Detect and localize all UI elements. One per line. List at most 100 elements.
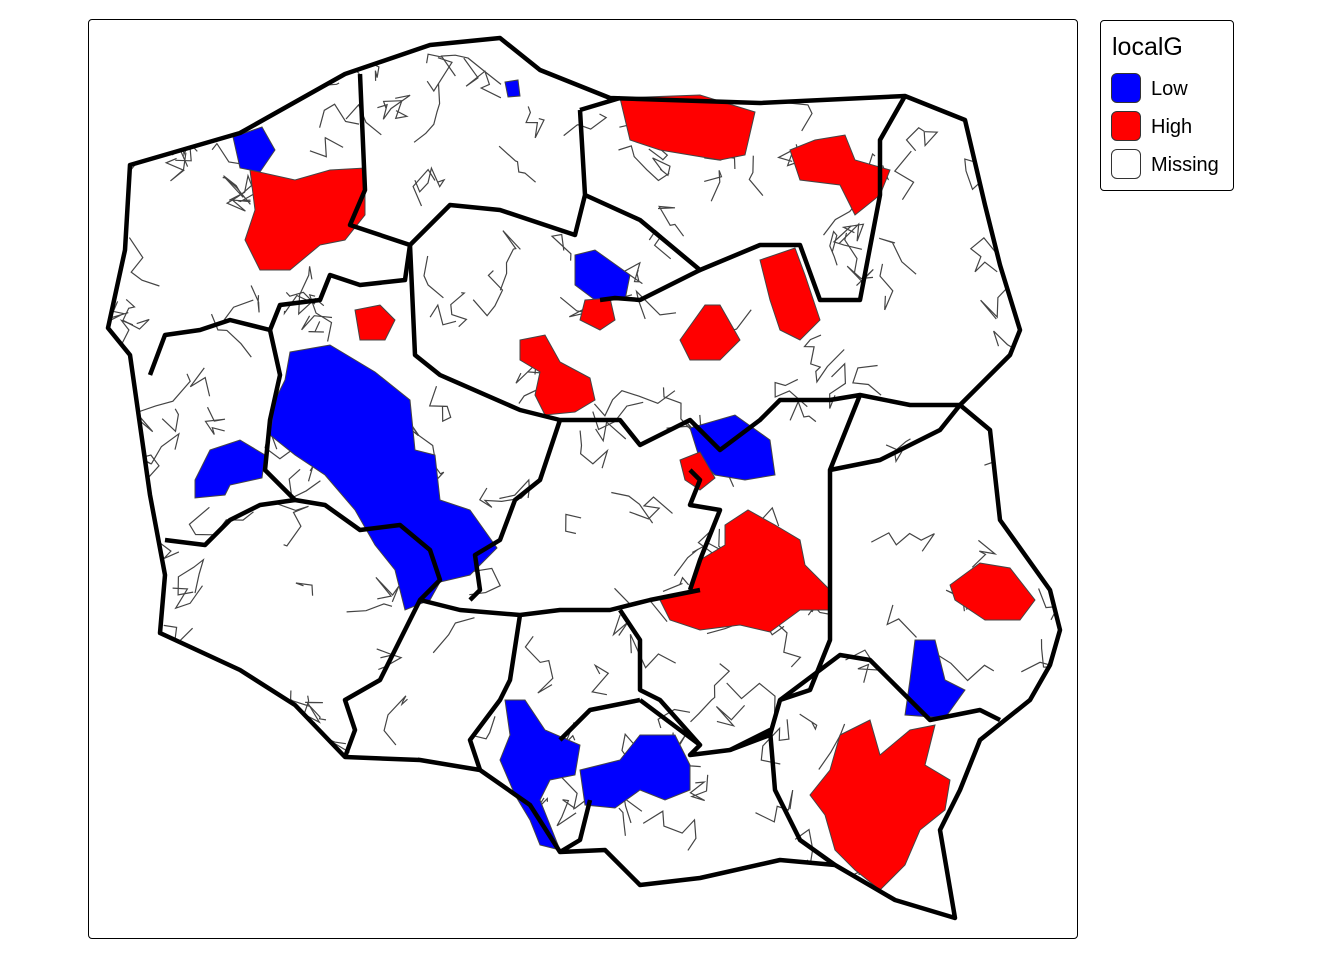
district-line <box>524 635 554 694</box>
district-line <box>161 746 196 779</box>
legend: localG Low High Missing <box>1100 20 1234 191</box>
district-line <box>1016 461 1034 493</box>
district-line <box>763 900 784 918</box>
district-line <box>550 233 572 261</box>
district-line <box>157 795 177 836</box>
district-line <box>611 491 654 524</box>
district-line <box>996 486 1028 525</box>
district-line <box>295 582 314 596</box>
district-line <box>125 709 163 734</box>
district-line <box>450 292 468 328</box>
district-line <box>993 173 1003 187</box>
district-line <box>205 712 236 735</box>
district-line <box>166 785 191 831</box>
low-cluster-northwest-coast <box>232 126 276 173</box>
district-line <box>428 386 452 423</box>
district-line <box>563 113 608 137</box>
low-cluster-lublin-south <box>904 639 966 719</box>
district-line <box>618 145 670 182</box>
high-cluster-elk <box>789 134 891 216</box>
district-line <box>837 898 873 918</box>
district-line <box>829 362 847 409</box>
district-line <box>463 57 502 99</box>
district-line <box>1006 469 1050 479</box>
high-cluster-pila <box>354 304 396 341</box>
district-line <box>210 819 235 839</box>
district-line <box>957 83 1010 116</box>
district-line <box>423 255 444 299</box>
district-line <box>844 232 858 273</box>
district-line <box>383 695 408 746</box>
district-line <box>277 503 309 547</box>
district-line <box>305 865 338 899</box>
district-line <box>288 837 306 889</box>
district-line <box>1000 100 1031 120</box>
low-cluster-gdansk <box>504 79 521 98</box>
district-line <box>556 797 590 827</box>
low-cluster-krakow <box>579 734 691 809</box>
district-line <box>499 478 530 500</box>
district-line <box>268 814 292 835</box>
low-clusters <box>194 79 966 851</box>
district-line <box>498 145 536 183</box>
district-line <box>642 810 697 851</box>
district-line <box>774 378 808 408</box>
district-line <box>591 663 610 696</box>
district-line <box>565 513 582 535</box>
district-line <box>366 904 387 918</box>
district-line <box>954 912 988 918</box>
district-line <box>382 100 409 120</box>
legend-swatch-low <box>1111 73 1141 103</box>
district-line <box>440 54 502 85</box>
district-line <box>189 367 211 397</box>
high-cluster-szczecin-koszalin <box>244 167 366 271</box>
legend-label-missing: Missing <box>1151 154 1219 176</box>
district-line <box>426 57 453 93</box>
district-line <box>287 857 305 902</box>
district-line <box>971 539 998 568</box>
district-line <box>122 298 150 330</box>
district-line <box>981 877 994 893</box>
district-line <box>108 652 130 698</box>
district-line <box>832 225 863 250</box>
district-line <box>218 720 252 747</box>
district-line <box>969 237 1001 273</box>
district-line <box>472 270 504 317</box>
district-line <box>289 690 327 721</box>
district-line <box>871 532 935 552</box>
district-line <box>821 38 846 63</box>
district-line <box>707 879 725 896</box>
district-line <box>978 95 1023 149</box>
district-line <box>204 406 226 435</box>
district-line <box>201 60 254 85</box>
district-line <box>135 373 191 433</box>
district-line <box>177 558 205 596</box>
district-line <box>1040 168 1060 198</box>
district-line <box>652 157 671 177</box>
district-line <box>222 175 251 205</box>
district-line <box>128 237 160 287</box>
district-line <box>478 485 534 508</box>
district-line <box>259 68 287 91</box>
district-line <box>414 166 446 193</box>
district-line <box>818 723 846 770</box>
district-line <box>1021 639 1057 673</box>
district-line <box>815 349 845 384</box>
low-cluster-poznan-west <box>269 344 498 611</box>
district-line <box>799 713 818 731</box>
district-line <box>309 136 344 158</box>
district-line <box>413 83 441 143</box>
district-line <box>163 624 194 649</box>
district-line <box>525 106 545 139</box>
district-line <box>161 408 180 433</box>
district-line <box>183 803 215 822</box>
district-line <box>893 150 915 201</box>
district-line <box>1023 130 1060 154</box>
district-line <box>150 432 180 465</box>
low-cluster-gorzow <box>194 439 266 499</box>
district-line <box>391 789 415 828</box>
district-line <box>1026 706 1041 757</box>
district-line <box>342 865 383 875</box>
district-line <box>657 708 691 729</box>
district-line <box>964 158 986 191</box>
